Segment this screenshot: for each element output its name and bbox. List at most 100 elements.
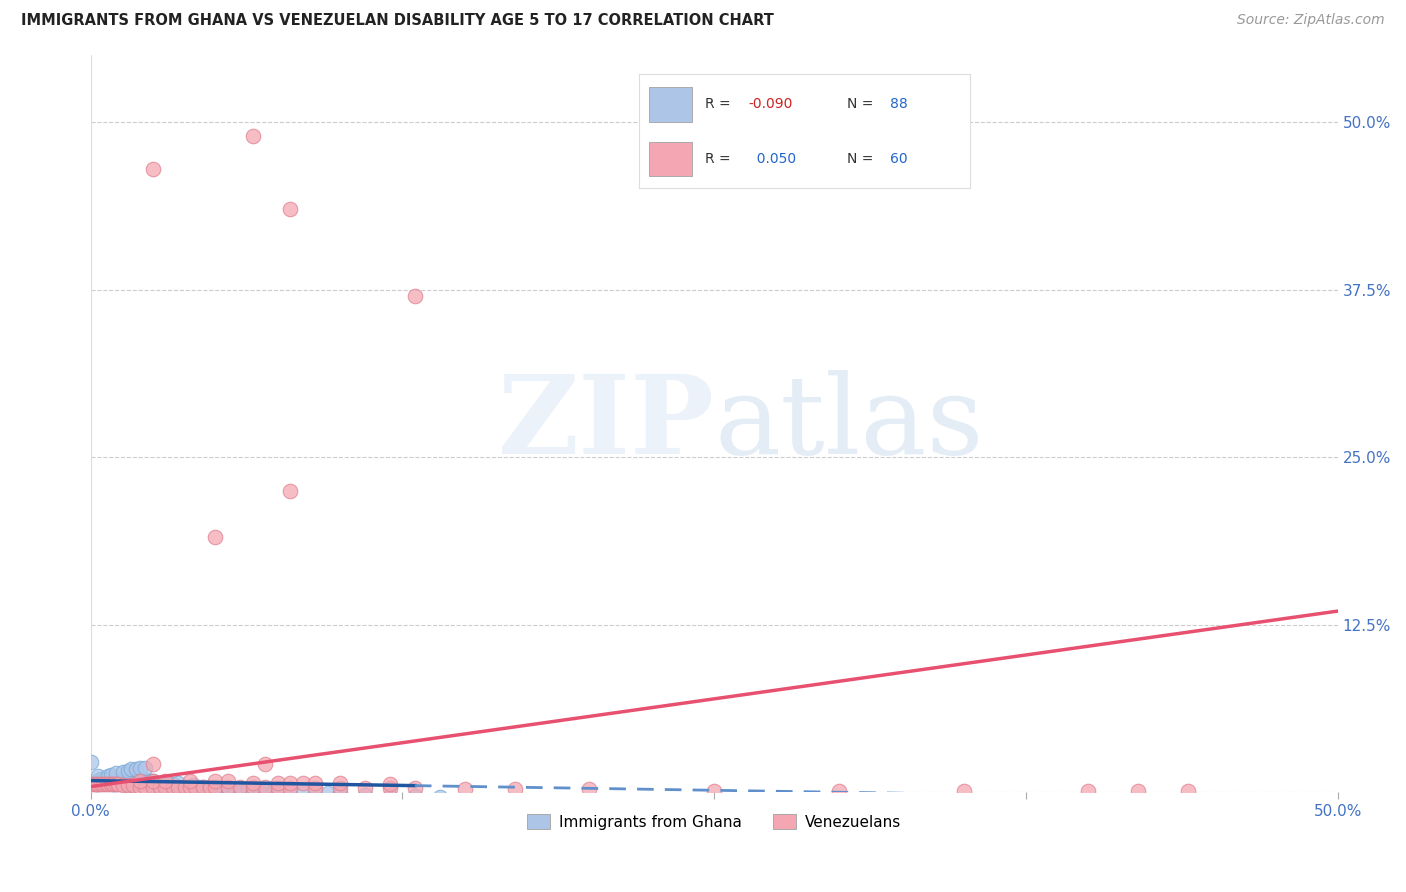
Point (91, 772, 114, 786)
Text: atlas: atlas (714, 370, 984, 477)
Point (304, 775, 326, 789)
Point (266, 775, 288, 789)
Point (254, 780, 277, 794)
Point (124, 777, 146, 791)
Point (100, 777, 122, 791)
Point (191, 780, 214, 794)
Point (110, 775, 132, 789)
Point (97, 769, 120, 783)
Point (578, 782, 600, 797)
Point (124, 772, 146, 787)
Point (114, 774, 136, 789)
Point (104, 777, 127, 791)
Point (139, 774, 162, 789)
Point (97, 772, 120, 786)
Point (129, 761, 152, 775)
Point (134, 775, 156, 789)
Point (329, 780, 352, 795)
Point (269, 785, 291, 799)
Point (82, 777, 104, 791)
Point (316, 786, 339, 800)
Point (104, 772, 127, 787)
Point (174, 780, 197, 794)
Point (117, 778, 139, 792)
Point (200, 780, 222, 794)
Point (155, 774, 177, 789)
Point (129, 774, 152, 789)
Point (1177, 783, 1199, 797)
Point (278, 780, 301, 795)
Point (97, 777, 120, 791)
Point (155, 780, 177, 794)
Text: ZIP: ZIP (498, 370, 714, 477)
Point (155, 778, 177, 792)
Point (101, 772, 124, 787)
Point (162, 777, 184, 791)
Point (104, 766, 127, 780)
Point (204, 530, 226, 544)
Point (262, 785, 284, 799)
Point (90, 775, 112, 789)
Point (354, 788, 377, 802)
Text: IMMIGRANTS FROM GHANA VS VENEZUELAN DISABILITY AGE 5 TO 17 CORRELATION CHART: IMMIGRANTS FROM GHANA VS VENEZUELAN DISA… (21, 13, 773, 29)
Point (94, 777, 117, 791)
Point (828, 783, 851, 797)
Point (146, 778, 169, 792)
Point (87, 769, 110, 783)
Point (112, 764, 135, 779)
Point (229, 782, 252, 797)
Point (304, 785, 326, 799)
Point (217, 780, 239, 794)
Point (142, 161, 165, 176)
Point (179, 780, 201, 794)
Point (100, 775, 122, 789)
Point (159, 780, 181, 794)
Point (184, 780, 207, 794)
Point (94, 775, 117, 789)
Point (278, 202, 301, 217)
Point (404, 289, 426, 303)
Point (236, 782, 259, 797)
Point (101, 777, 124, 791)
Point (100, 772, 122, 786)
Point (242, 783, 264, 797)
Point (378, 789, 401, 803)
Point (84, 777, 107, 791)
Point (142, 774, 165, 789)
Point (278, 483, 301, 498)
Text: Source: ZipAtlas.com: Source: ZipAtlas.com (1237, 13, 1385, 28)
Point (120, 762, 142, 776)
Point (378, 777, 401, 791)
Point (404, 789, 426, 803)
Point (291, 775, 314, 789)
Point (107, 777, 129, 791)
Point (129, 772, 152, 787)
Point (167, 780, 190, 794)
Point (174, 780, 197, 794)
Point (107, 772, 129, 787)
Point (179, 774, 201, 789)
Point (97, 775, 120, 789)
Point (87, 772, 110, 787)
Point (1126, 783, 1149, 797)
Legend: Immigrants from Ghana, Venezuelans: Immigrants from Ghana, Venezuelans (522, 807, 907, 836)
Point (378, 780, 401, 795)
Point (82, 775, 104, 789)
Point (149, 777, 172, 791)
Point (224, 782, 246, 797)
Point (266, 780, 288, 795)
Point (155, 775, 177, 789)
Point (112, 778, 135, 792)
Point (117, 764, 139, 778)
Point (142, 778, 165, 792)
Point (142, 780, 165, 794)
Point (122, 774, 145, 789)
Point (952, 783, 974, 797)
Point (120, 772, 142, 787)
Point (142, 774, 165, 789)
Point (120, 777, 142, 791)
Point (134, 761, 156, 775)
Point (242, 775, 264, 789)
Point (217, 780, 239, 795)
Point (404, 780, 426, 795)
